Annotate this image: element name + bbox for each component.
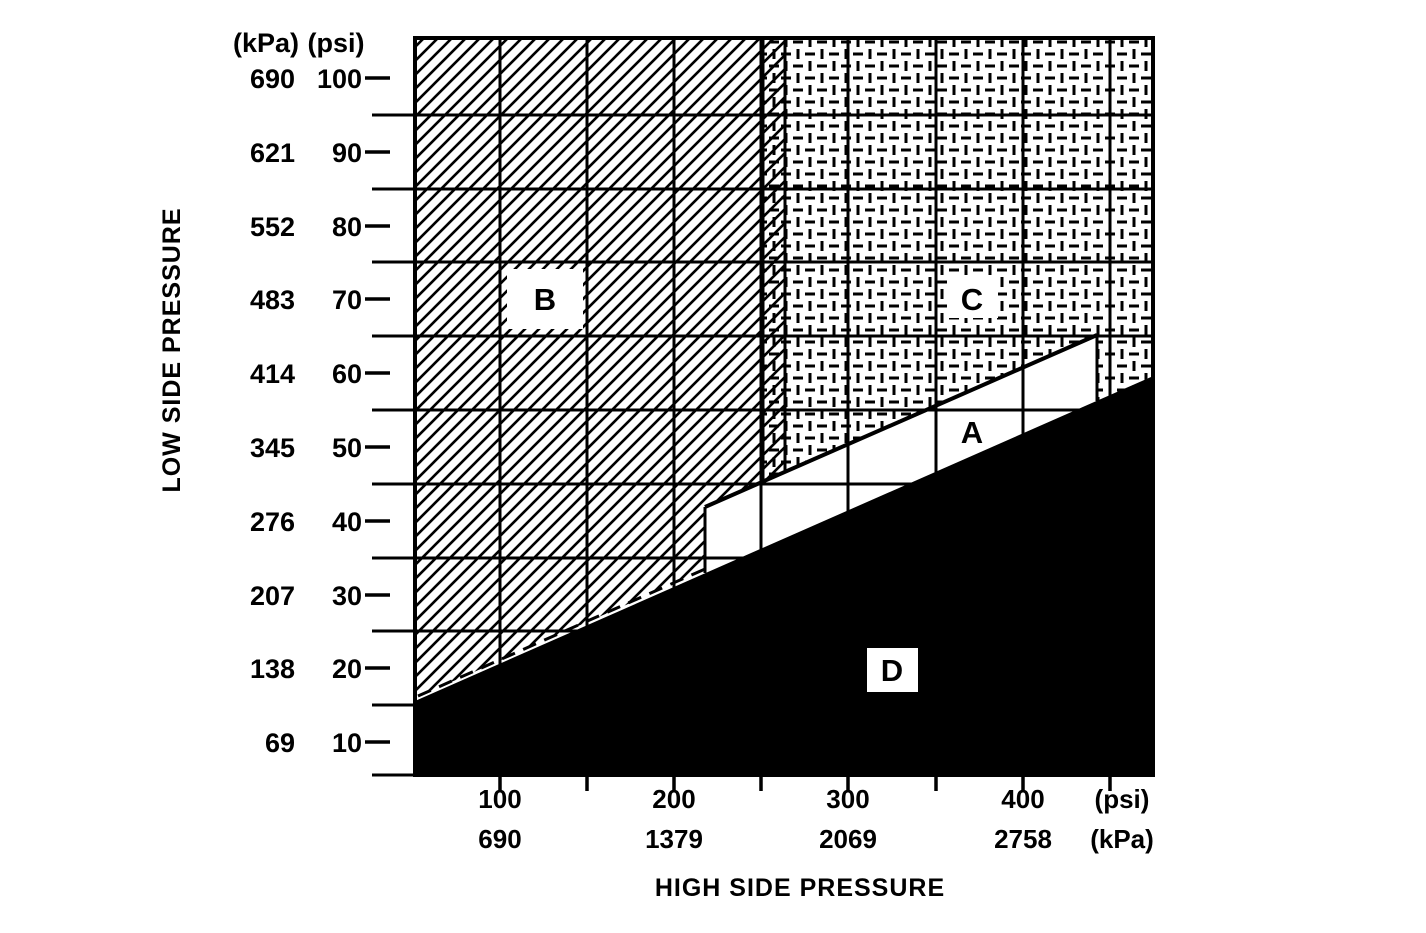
x-label-kpa: 690 — [478, 824, 521, 854]
y-label-kpa: 552 — [250, 212, 295, 242]
y-axis-kpa-labels: 690 621 552 483 414 345 276 207 138 69 — [250, 64, 295, 758]
zone-a-upper-boundary — [704, 333, 1098, 509]
y-label-kpa: 207 — [250, 581, 295, 611]
zone-d-region — [415, 377, 1151, 773]
x-axis-psi-labels: 100 200 300 400 (psi) — [478, 784, 1149, 814]
y-label-psi: 100 — [317, 64, 362, 94]
y-axis-title: LOW SIDE PRESSURE — [158, 207, 186, 492]
zone-a-label: A — [961, 415, 983, 450]
x-label-psi: 400 — [1001, 784, 1044, 814]
x-label-kpa: 1379 — [645, 824, 703, 854]
y-label-kpa: 276 — [250, 507, 295, 537]
y-label-psi: 10 — [332, 728, 362, 758]
x-label-psi: 200 — [652, 784, 695, 814]
y-label-psi: 30 — [332, 581, 362, 611]
y-label-psi: 70 — [332, 285, 362, 315]
zone-b-lower-boundary-dashed — [417, 567, 706, 698]
x-axis-ticks — [498, 777, 1112, 791]
y-axis-psi-labels: 100 90 80 70 60 50 40 30 20 10 — [317, 64, 362, 758]
y-label-psi: 20 — [332, 654, 362, 684]
y-axis-ticks — [365, 76, 390, 744]
y-label-kpa: 138 — [250, 654, 295, 684]
y-label-psi: 90 — [332, 138, 362, 168]
y-label-psi: 80 — [332, 212, 362, 242]
x-axis-title: HIGH SIDE PRESSURE — [655, 874, 945, 902]
y-axis-unit-psi: (psi) — [308, 28, 365, 58]
y-label-psi: 60 — [332, 359, 362, 389]
zone-c-label-box — [947, 276, 998, 318]
plot-border — [413, 36, 1155, 777]
y-label-kpa: 345 — [250, 433, 295, 463]
x-axis-kpa-labels: 690 1379 2069 2758 (kPa) — [478, 824, 1153, 854]
x-label-kpa: 2758 — [994, 824, 1052, 854]
zone-c-label: C — [961, 282, 983, 317]
y-label-kpa: 690 — [250, 64, 295, 94]
zone-b-region — [415, 40, 785, 698]
zone-d-label: D — [881, 653, 903, 688]
y-label-kpa: 414 — [250, 359, 295, 389]
zone-b-label: B — [534, 282, 556, 317]
x-axis-unit-kpa: (kPa) — [1090, 824, 1154, 854]
y-label-psi: 40 — [332, 507, 362, 537]
x-label-psi: 100 — [478, 784, 521, 814]
y-label-psi: 50 — [332, 433, 362, 463]
y-label-kpa: 69 — [265, 728, 295, 758]
y-label-kpa: 621 — [250, 138, 295, 168]
y-axis-unit-kpa: (kPa) — [233, 28, 299, 58]
x-label-psi: 300 — [826, 784, 869, 814]
x-axis-unit-psi: (psi) — [1095, 784, 1150, 814]
y-label-kpa: 483 — [250, 285, 295, 315]
zone-d-label-box — [867, 648, 918, 692]
zone-b-label-box — [507, 269, 583, 329]
x-label-kpa: 2069 — [819, 824, 877, 854]
